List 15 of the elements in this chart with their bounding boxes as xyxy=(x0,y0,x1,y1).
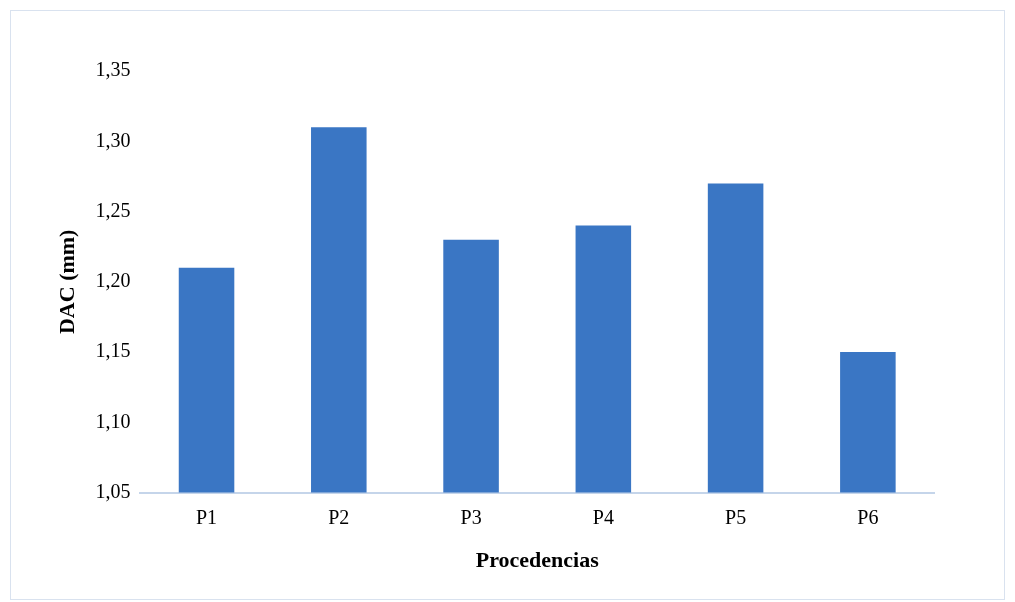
y-tick-label: 1,30 xyxy=(95,128,131,151)
y-tick-label: 1,10 xyxy=(95,409,131,432)
y-tick-label: 1,20 xyxy=(95,269,131,292)
y-tick-label: 1,35 xyxy=(95,58,131,81)
x-tick-label: P5 xyxy=(725,505,747,528)
x-tick-label: P3 xyxy=(460,505,482,528)
y-tick-label: 1,25 xyxy=(95,198,131,221)
y-tick-label: 1,15 xyxy=(95,339,131,362)
y-axis-title: DAC (mm) xyxy=(53,229,79,335)
x-tick-label: P4 xyxy=(592,505,614,528)
x-axis-title: Procedencias xyxy=(475,547,600,573)
x-tick-label: P6 xyxy=(857,505,879,528)
x-tick-label: P2 xyxy=(328,505,350,528)
x-tick-label: P1 xyxy=(195,505,218,528)
y-tick-label: 1,05 xyxy=(95,479,131,502)
